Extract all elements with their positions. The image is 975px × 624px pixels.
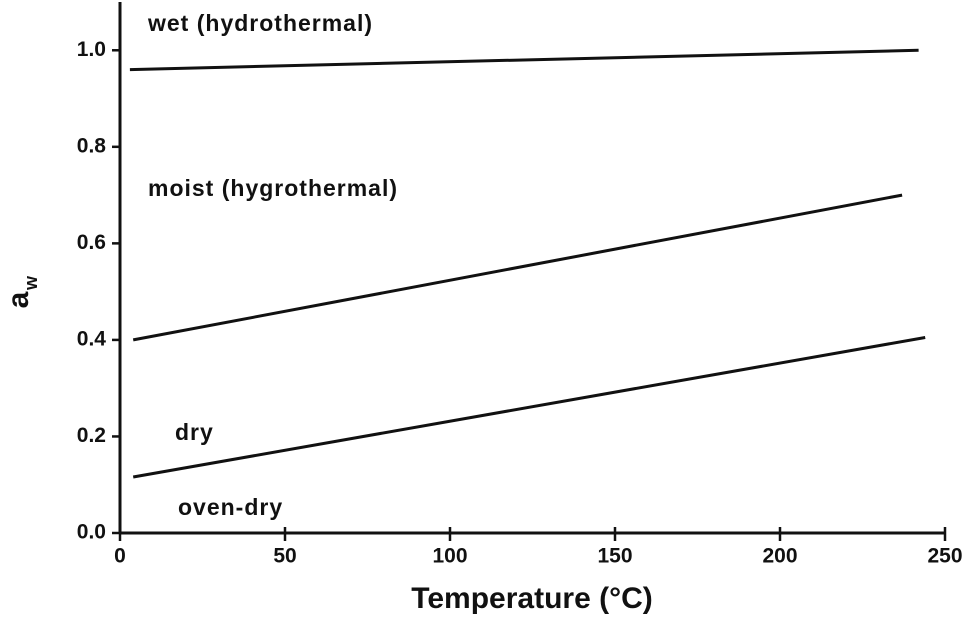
x-tick-label: 0	[114, 545, 126, 568]
y-tick-label: 0.0	[77, 521, 106, 544]
x-tick-label: 100	[432, 545, 467, 568]
x-tick-label: 150	[597, 545, 632, 568]
line	[132, 336, 926, 479]
y-tick-label: 1.0	[77, 38, 106, 61]
annotation: moist (hygrothermal)	[148, 175, 398, 201]
x-tick-label: 200	[762, 545, 797, 568]
y-tick-label: 0.8	[77, 134, 107, 157]
line	[129, 48, 919, 72]
x-tick-label: 50	[273, 545, 296, 568]
y-axis-label-sub: w	[21, 275, 41, 291]
annotation: oven-dry	[178, 494, 283, 520]
y-tick-label: 0.4	[77, 327, 107, 350]
y-axis-label-main: a	[2, 291, 35, 308]
y-tick-label: 0.6	[77, 231, 106, 254]
line	[132, 193, 903, 342]
x-axis-label: Temperature (°C)	[411, 582, 652, 615]
annotation: dry	[175, 419, 214, 445]
x-tick-label: 250	[927, 545, 962, 568]
annotation: wet (hydrothermal)	[147, 10, 373, 36]
y-axis-label: a w	[2, 275, 41, 308]
y-tick-label: 0.2	[77, 424, 106, 447]
